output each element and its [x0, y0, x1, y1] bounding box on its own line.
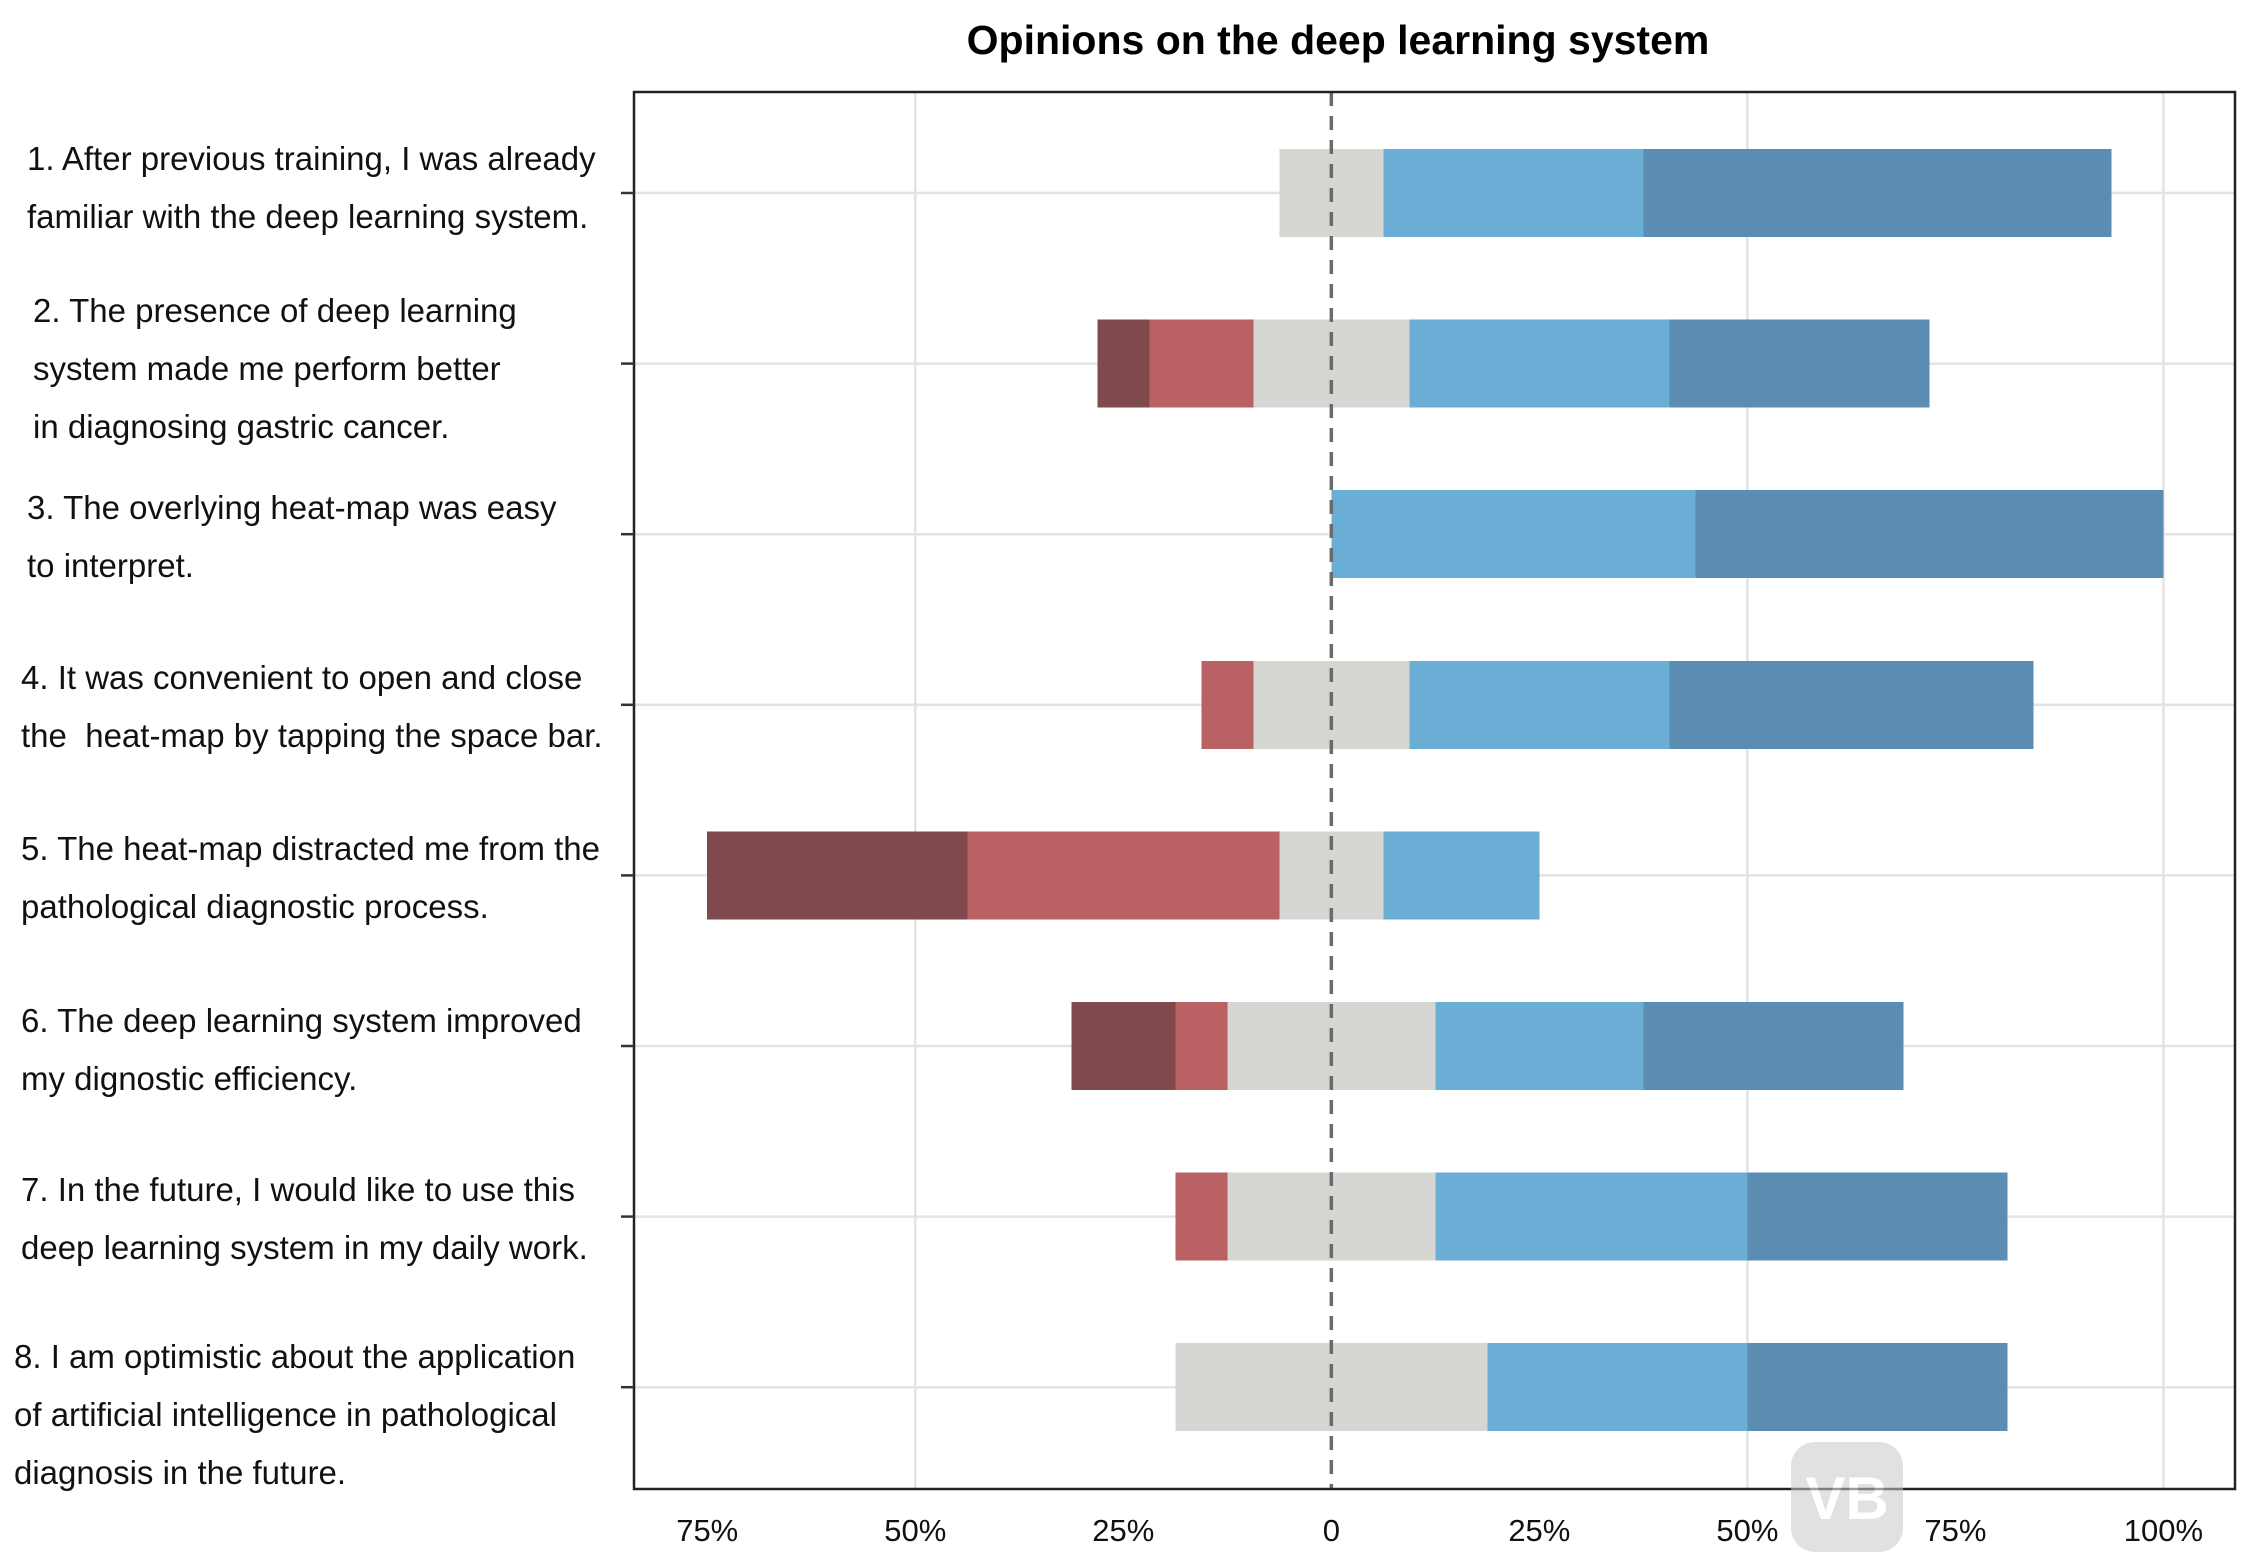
question-8-line-3: diagnosis in the future. [14, 1454, 346, 1491]
bar-q5-segment-1 [707, 831, 968, 920]
question-7-line-1: 7. In the future, I would like to use th… [21, 1171, 575, 1208]
x-tick-label-1: 75% [676, 1513, 738, 1548]
bar-q4-segment-5 [1669, 660, 2034, 749]
question-8-line-1: 8. I am optimistic about the application [14, 1338, 575, 1375]
bar-q3-segment-4 [1331, 490, 1696, 579]
question-label-7: 7. In the future, I would like to use th… [21, 1171, 588, 1266]
question-2-line-1: 2. The presence of deep learning [33, 292, 517, 329]
question-label-4: 4. It was convenient to open and close th… [21, 659, 603, 754]
bar-q8-segment-5 [1747, 1343, 2008, 1432]
bar-q1-segment-4 [1383, 149, 1644, 237]
question-3-line-2: to interpret. [27, 547, 194, 584]
question-3-line-1: 3. The overlying heat-map was easy [27, 489, 557, 526]
question-6-line-2: my dignostic efficiency. [21, 1060, 357, 1097]
plot-border [632, 90, 2237, 1491]
bar-q7-segment-4 [1435, 1172, 1748, 1261]
bar-q3-segment-5 [1695, 490, 2164, 579]
question-label-2: 2. The presence of deep learning system m… [33, 292, 517, 445]
question-1-line-1: 1. After previous training, I was alread… [27, 140, 596, 177]
question-5-line-1: 5. The heat-map distracted me from the [21, 830, 600, 867]
bar-q2-segment-1 [1097, 319, 1150, 408]
question-label-5: 5. The heat-map distracted me from the pa… [21, 830, 600, 925]
question-1-line-2: familiar with the deep learning system. [27, 198, 588, 235]
bar-q1-segment-5 [1643, 149, 2112, 237]
question-label-1: 1. After previous training, I was alread… [27, 140, 596, 235]
question-5-line-2: pathological diagnostic process. [21, 888, 489, 925]
bar-q5-segment-4 [1383, 831, 1540, 920]
y-axis-ticks [621, 191, 634, 1389]
bars [707, 149, 2164, 1432]
x-tick-label-4: 0 [1323, 1513, 1340, 1548]
bar-q2-segment-2 [1149, 319, 1254, 408]
x-tick-label-3: 25% [1092, 1513, 1154, 1548]
bar-q6-segment-2 [1175, 1002, 1228, 1090]
question-4-line-1: 4. It was convenient to open and close [21, 659, 582, 696]
bar-q7-segment-5 [1747, 1172, 2008, 1261]
bar-q6-segment-1 [1071, 1002, 1176, 1090]
chart-title: Opinions on the deep learning system [967, 17, 1710, 63]
bar-q5-segment-2 [967, 831, 1280, 920]
watermark-logo-badge [1791, 1442, 1903, 1552]
watermark-logo-text: VB [1805, 1465, 1888, 1532]
bar-q6-segment-4 [1435, 1002, 1644, 1090]
watermark: VB [1791, 1442, 1903, 1552]
question-6-line-1: 6. The deep learning system improved [21, 1002, 582, 1039]
bar-q4-segment-4 [1409, 660, 1670, 749]
bar-q2-segment-4 [1409, 319, 1670, 408]
x-tick-label-5: 25% [1508, 1513, 1570, 1548]
bar-q2-segment-5 [1669, 319, 1930, 408]
x-tick-label-2: 50% [884, 1513, 946, 1548]
x-tick-label-7: 75% [1924, 1513, 1986, 1548]
question-7-line-2: deep learning system in my daily work. [21, 1229, 588, 1266]
question-2-line-3: in diagnosing gastric cancer. [33, 408, 449, 445]
x-tick-label-8: 100% [2124, 1513, 2203, 1548]
x-axis-tick-labels: 75% 50% 25% 0 25% 50% 75% 100% [676, 1513, 2203, 1548]
question-labels: 1. After previous training, I was alread… [14, 140, 603, 1491]
question-8-line-2: of artificial intelligence in pathologic… [14, 1396, 557, 1433]
question-2-line-2: system made me perform better [33, 350, 501, 387]
x-tick-label-6: 50% [1716, 1513, 1778, 1548]
question-label-3: 3. The overlying heat-map was easy to int… [27, 489, 557, 584]
bar-q7-segment-2 [1175, 1172, 1228, 1261]
bar-q4-segment-2 [1201, 660, 1254, 749]
question-label-6: 6. The deep learning system improved my d… [21, 1002, 582, 1097]
bar-q6-segment-5 [1643, 1002, 1904, 1090]
question-label-8: 8. I am optimistic about the application… [14, 1338, 575, 1491]
bar-q8-segment-4 [1487, 1343, 1748, 1432]
question-4-line-2: the heat-map by tapping the space bar. [21, 717, 603, 754]
